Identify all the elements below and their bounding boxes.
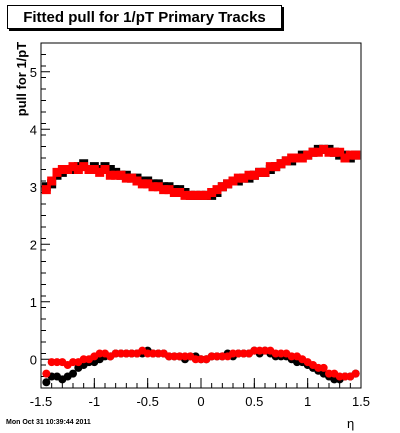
data-point-square (297, 153, 307, 163)
data-point-square (313, 147, 323, 157)
data-point-square (271, 162, 281, 172)
data-point-square (63, 165, 73, 174)
data-point-square (180, 190, 190, 200)
data-point-square (255, 167, 265, 177)
data-point-square (281, 156, 291, 166)
data-point-square (105, 165, 115, 174)
data-point-circle (42, 378, 51, 387)
data-point-circle (69, 369, 77, 378)
data-point-square (148, 182, 158, 192)
data-point-square (340, 153, 350, 163)
data-point-square (105, 170, 115, 180)
data-point-square (207, 188, 217, 197)
data-point-circle (319, 363, 328, 372)
y-tick-label: 3 (30, 180, 37, 195)
data-point-square (84, 165, 94, 174)
data-point-square (217, 182, 227, 192)
data-point-square (329, 147, 339, 157)
x-tick-label: -0.5 (136, 394, 158, 409)
x-tick-label: 0.5 (245, 394, 263, 409)
x-tick-label: 0 (197, 394, 204, 409)
data-point-square (319, 144, 329, 154)
data-point-square (127, 173, 137, 183)
data-point-square (41, 185, 51, 195)
data-point-square (116, 170, 126, 180)
data-point-square (196, 190, 206, 200)
x-tick-label: -1 (89, 394, 101, 409)
data-point-square (345, 150, 355, 160)
data-point-square (228, 176, 238, 186)
y-tick-label: 0 (30, 352, 37, 367)
data-point-square (137, 179, 147, 189)
y-tick-label: 1 (30, 295, 37, 310)
x-tick-label: 1 (304, 394, 311, 409)
data-point-square (276, 159, 286, 169)
data-point-square (100, 165, 110, 174)
data-point-square (260, 167, 270, 177)
data-point-circle (42, 369, 51, 378)
data-point-square (169, 188, 179, 197)
data-point-square (201, 190, 211, 200)
data-point-square (292, 153, 302, 163)
data-point-square (111, 170, 121, 180)
data-point-square (335, 147, 345, 157)
data-point-square (244, 170, 254, 180)
data-point-square (303, 150, 313, 160)
data-point-square (308, 147, 318, 157)
data-point-square (351, 150, 361, 160)
data-point-square (191, 190, 201, 200)
data-point-square (324, 147, 334, 157)
y-tick-label: 4 (30, 122, 37, 137)
x-tick-label: 1.5 (352, 394, 370, 409)
data-point-square (79, 162, 89, 172)
data-point-square (185, 190, 195, 200)
data-point-square (164, 185, 174, 195)
data-point-square (73, 165, 83, 174)
data-point-square (89, 165, 99, 174)
x-tick-label: -1.5 (30, 394, 52, 409)
data-point-square (57, 165, 67, 174)
data-point-square (233, 173, 243, 183)
data-point-square (223, 179, 233, 189)
data-point-square (249, 170, 259, 180)
data-point-square (132, 176, 142, 186)
data-point-square (68, 162, 78, 172)
data-point-square (47, 176, 57, 186)
data-point-square (212, 185, 222, 195)
data-point-square (159, 185, 169, 195)
plot-frame (40, 42, 362, 389)
data-point-square (153, 182, 163, 192)
data-point-circle (351, 369, 360, 378)
data-point-square (95, 167, 105, 177)
data-point-square (143, 179, 153, 189)
data-point-square (287, 153, 297, 163)
y-tick-label: 2 (30, 237, 37, 252)
x-axis-label: η (347, 416, 355, 431)
data-point-square (175, 188, 185, 197)
data-point-square (52, 167, 62, 177)
chart-title: Fitted pull for 1/pT Primary Tracks (7, 5, 282, 29)
data-point-square (239, 173, 249, 183)
data-point-square (121, 173, 131, 183)
timestamp-footer: Mon Oct 31 10:39:44 2011 (6, 419, 91, 426)
y-tick-label: 5 (30, 65, 37, 80)
data-point-square (265, 162, 275, 172)
